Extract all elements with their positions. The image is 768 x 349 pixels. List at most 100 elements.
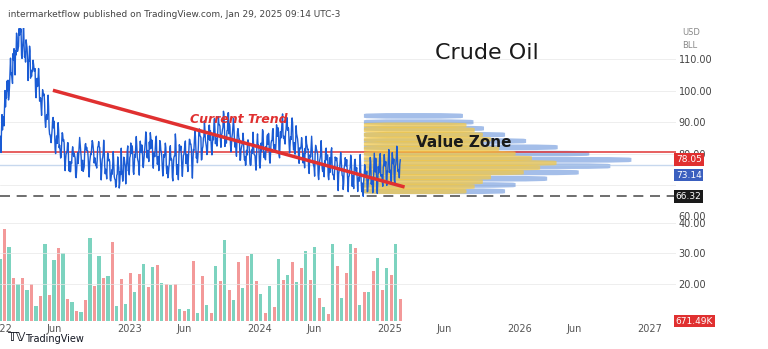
FancyBboxPatch shape (364, 132, 483, 138)
Bar (115, 306, 118, 346)
Text: USD: USD (683, 28, 700, 37)
FancyBboxPatch shape (364, 119, 474, 125)
Bar (52, 260, 55, 346)
FancyBboxPatch shape (364, 141, 483, 147)
Bar (345, 273, 348, 346)
Bar (75, 311, 78, 346)
Bar (201, 276, 204, 346)
FancyBboxPatch shape (364, 113, 463, 119)
Bar (394, 244, 397, 346)
FancyBboxPatch shape (364, 184, 475, 190)
Bar (165, 284, 168, 346)
Bar (57, 248, 60, 346)
FancyBboxPatch shape (364, 170, 579, 175)
Bar (367, 292, 370, 346)
Bar (142, 264, 145, 346)
Bar (48, 295, 51, 346)
Bar (282, 280, 285, 346)
Bar (228, 290, 231, 346)
Bar (21, 278, 24, 346)
Bar (313, 246, 316, 346)
Bar (111, 242, 114, 346)
Bar (187, 309, 190, 346)
Text: 78.05: 78.05 (676, 155, 702, 164)
FancyBboxPatch shape (364, 151, 589, 156)
Bar (381, 290, 384, 346)
FancyBboxPatch shape (364, 160, 557, 166)
Bar (376, 258, 379, 346)
Bar (273, 307, 276, 346)
Bar (183, 311, 186, 346)
FancyBboxPatch shape (364, 188, 466, 194)
Bar (300, 268, 303, 346)
FancyBboxPatch shape (364, 144, 558, 150)
Bar (331, 244, 334, 346)
Bar (129, 274, 132, 346)
Bar (223, 240, 227, 346)
Bar (0, 260, 2, 346)
Bar (205, 305, 208, 346)
Bar (161, 283, 164, 346)
FancyBboxPatch shape (364, 126, 484, 131)
Text: Value Zone: Value Zone (416, 135, 511, 150)
Bar (219, 281, 222, 346)
Bar (389, 275, 393, 346)
Bar (309, 280, 312, 346)
FancyBboxPatch shape (364, 136, 491, 142)
FancyBboxPatch shape (364, 170, 524, 175)
Bar (120, 279, 123, 346)
Bar (291, 262, 294, 346)
Text: intermarketflow published on TradingView.com, Jan 29, 2025 09:14 UTC-3: intermarketflow published on TradingView… (8, 10, 340, 20)
Bar (79, 312, 82, 346)
Bar (386, 268, 389, 346)
Text: 66.32: 66.32 (676, 192, 702, 201)
Bar (260, 294, 263, 346)
Bar (16, 284, 19, 346)
Bar (237, 262, 240, 346)
Bar (210, 313, 213, 346)
Bar (35, 306, 38, 346)
Bar (44, 244, 47, 346)
Text: BLL: BLL (683, 41, 697, 50)
FancyBboxPatch shape (364, 179, 483, 185)
FancyBboxPatch shape (364, 122, 466, 128)
Bar (192, 261, 195, 346)
FancyBboxPatch shape (364, 165, 540, 171)
Bar (304, 252, 307, 346)
FancyBboxPatch shape (364, 176, 547, 181)
Bar (336, 266, 339, 346)
Bar (326, 314, 330, 346)
FancyBboxPatch shape (364, 155, 532, 161)
Bar (349, 244, 353, 346)
Bar (170, 285, 173, 346)
Bar (197, 313, 200, 346)
Bar (178, 309, 181, 346)
Bar (354, 247, 357, 346)
Bar (296, 282, 299, 346)
Bar (147, 287, 150, 346)
Bar (250, 254, 253, 346)
Bar (233, 300, 236, 346)
Bar (246, 255, 249, 346)
Bar (241, 288, 244, 346)
Bar (214, 266, 217, 346)
Bar (268, 286, 271, 346)
Bar (66, 299, 69, 346)
Text: Crude Oil: Crude Oil (435, 43, 538, 63)
Bar (134, 292, 137, 346)
Bar (151, 267, 154, 346)
Bar (71, 302, 74, 346)
Text: TradingView: TradingView (25, 334, 84, 344)
Text: 73.14: 73.14 (676, 171, 702, 180)
FancyBboxPatch shape (364, 146, 499, 152)
Bar (362, 291, 366, 346)
Bar (264, 313, 267, 346)
Bar (340, 298, 343, 346)
Bar (138, 274, 141, 346)
Bar (286, 275, 290, 346)
Bar (124, 304, 127, 346)
Bar (39, 296, 42, 346)
Text: 671.49K: 671.49K (676, 317, 713, 326)
Bar (174, 284, 177, 346)
Bar (358, 305, 362, 346)
